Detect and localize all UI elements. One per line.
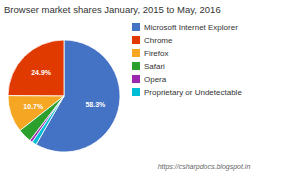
legend-item: Opera [132,75,167,84]
data-label: 24.9% [31,69,52,76]
data-label: 58.3% [85,101,106,108]
legend-label: Microsoft Internet Explorer [144,23,238,32]
legend-label: Safari [144,62,165,71]
data-labels: 58.3% 24.9% 10.7% [23,69,106,110]
title: Browser market shares January, 2015 to M… [4,4,221,15]
data-label: 10.7% [23,103,44,110]
legend-label: Firefox [144,49,168,58]
legend-swatch [132,88,140,96]
legend-item: Proprietary or Undetectable [132,88,242,97]
legend-swatch [132,49,140,57]
legend-item: Safari [132,62,165,71]
legend-label: Opera [144,75,167,84]
legend-swatch [132,75,140,83]
legend-swatch [132,62,140,70]
legend-swatch [132,36,140,44]
legend-item: Firefox [132,49,168,58]
legend-swatch [132,23,140,31]
legend-label: Proprietary or Undetectable [144,88,242,97]
chart: Browser market shares January, 2015 to M… [0,0,288,175]
legend-item: Chrome [132,36,173,45]
pie-slice [8,40,64,96]
legend-label: Chrome [144,36,173,45]
annotation: https://csharpdocs.blogspot.in [158,163,251,171]
legend: Microsoft Internet Explorer Chrome Firefox… [132,23,242,97]
legend-item: Microsoft Internet Explorer [132,23,238,32]
pie [8,40,120,152]
